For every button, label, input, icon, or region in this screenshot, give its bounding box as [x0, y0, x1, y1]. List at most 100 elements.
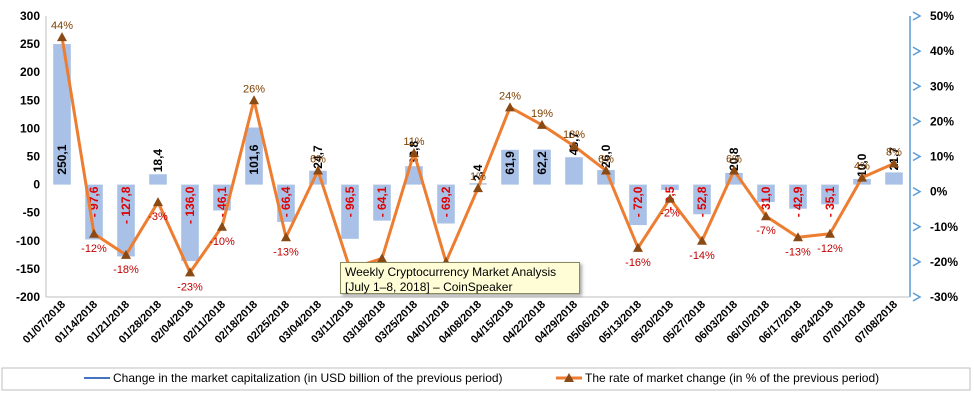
- bar: [181, 184, 199, 262]
- rate-marker: [89, 228, 99, 238]
- bar: [821, 184, 839, 205]
- bar-value-label: - 96,5: [343, 186, 357, 217]
- rate-marker: [665, 193, 675, 203]
- bar: [725, 172, 743, 185]
- rate-value-label: 6%: [726, 154, 742, 166]
- rate-marker: [697, 235, 707, 245]
- bar-value-label: - 66,4: [279, 186, 293, 217]
- rate-value-label: -13%: [785, 246, 811, 258]
- bar-value-label: 62,2: [535, 151, 549, 175]
- rate-marker: [377, 253, 387, 263]
- rate-value-label: -14%: [689, 250, 715, 262]
- bar-value-label: 26,0: [599, 144, 613, 168]
- y-right-tick-marker: [912, 151, 922, 162]
- bar: [501, 149, 519, 185]
- rate-value-label: 26%: [243, 83, 265, 95]
- rate-value-label: -10%: [209, 236, 235, 248]
- rate-marker: [825, 228, 835, 238]
- rate-marker: [633, 242, 643, 252]
- rate-value-label: 44%: [51, 20, 73, 32]
- rate-value-label: -12%: [817, 243, 843, 255]
- rate-value-label: 24%: [499, 90, 521, 102]
- rate-marker: [537, 119, 547, 129]
- y-right-tick-marker: [912, 257, 922, 267]
- bar: [533, 149, 551, 185]
- bar: [757, 184, 775, 203]
- rate-marker: [889, 158, 899, 168]
- y-right-tick-label: -20%: [930, 255, 958, 269]
- bar: [149, 174, 167, 185]
- rate-value-label: -16%: [625, 257, 651, 269]
- bar: [437, 184, 455, 224]
- y-left-tick-label: 250: [20, 37, 40, 51]
- bar: [693, 184, 711, 215]
- bar: [629, 184, 647, 226]
- y-left-tick-label: -100: [16, 234, 40, 248]
- bar-value-label: 18,4: [151, 149, 165, 173]
- bar-value-label: 61,9: [503, 151, 517, 175]
- y-right-tick-marker: [912, 116, 922, 127]
- y-left-tick-label: -150: [16, 262, 40, 276]
- bar-value-label: 250,1: [55, 144, 69, 174]
- y-right-tick-label: -10%: [930, 220, 958, 234]
- rate-value-label: -13%: [273, 246, 299, 258]
- tooltip: Weekly Cryptocurrency Market Analysis [J…: [340, 262, 580, 294]
- rate-value-label: 6%: [598, 154, 614, 166]
- y-right-tick-label: 10%: [930, 150, 954, 164]
- rate-marker: [505, 102, 515, 112]
- y-right-tick-label: 40%: [930, 44, 954, 58]
- y-left-tick-label: 100: [20, 121, 40, 135]
- bar: [853, 178, 871, 185]
- y-right-tick-label: 50%: [930, 9, 954, 23]
- rate-marker: [409, 147, 419, 157]
- rate-marker: [601, 165, 611, 175]
- rate-value-label: -2%: [660, 208, 680, 220]
- tooltip-text: Weekly Cryptocurrency Market Analysis [J…: [345, 265, 557, 294]
- bar: [885, 172, 903, 185]
- y-left-tick-label: 0: [33, 178, 40, 192]
- bar: [661, 184, 679, 190]
- rate-value-label: 6%: [310, 154, 326, 166]
- rate-value-label: -3%: [148, 211, 168, 223]
- rate-marker: [569, 140, 579, 150]
- rate-marker: [473, 183, 483, 193]
- rate-value-label: 19%: [531, 108, 553, 120]
- bar-value-label: 101,6: [247, 144, 261, 174]
- rate-value-label: -23%: [177, 281, 203, 293]
- y-left-tick-label: 150: [20, 93, 40, 107]
- y-right-tick-marker: [912, 292, 922, 302]
- rate-value-label: -18%: [113, 264, 139, 276]
- rate-marker: [857, 172, 867, 182]
- legend-line-marker: [564, 373, 574, 382]
- y-left-tick-label: 200: [20, 65, 40, 79]
- rate-marker: [281, 232, 291, 242]
- bar-value-label: - 127,8: [119, 186, 133, 224]
- bar-value-label: - 64,1: [375, 186, 389, 217]
- bar: [245, 127, 263, 185]
- rate-value-label: -12%: [81, 243, 107, 255]
- bar-value-label: - 35,1: [823, 186, 837, 217]
- rate-value-label: 11%: [403, 136, 424, 148]
- rate-marker: [153, 197, 163, 207]
- rate-marker: [121, 249, 131, 259]
- bar: [117, 184, 135, 257]
- rate-value-label: 13%: [563, 129, 585, 141]
- bar-value-label: - 72,0: [631, 186, 645, 217]
- bar: [341, 184, 359, 239]
- rate-value-label: 1%: [470, 171, 486, 183]
- rate-value-label: -7%: [756, 225, 776, 237]
- rate-value-label: 8%: [886, 147, 902, 159]
- bar: [565, 157, 583, 185]
- bar: [373, 184, 391, 221]
- y-left-tick-label: 50: [27, 150, 41, 164]
- y-right-tick-marker: [912, 222, 922, 232]
- legend-bar-label: Change in the market capitalization (in …: [113, 371, 503, 385]
- y-right-tick-label: 20%: [930, 114, 954, 128]
- rate-marker: [793, 232, 803, 242]
- rate-marker: [729, 165, 739, 175]
- bar-value-label: 10,0: [855, 153, 869, 177]
- bar-value-label: 20,8: [727, 147, 741, 171]
- y-right-tick-label: -30%: [930, 290, 958, 304]
- y-right-tick-marker: [912, 81, 922, 91]
